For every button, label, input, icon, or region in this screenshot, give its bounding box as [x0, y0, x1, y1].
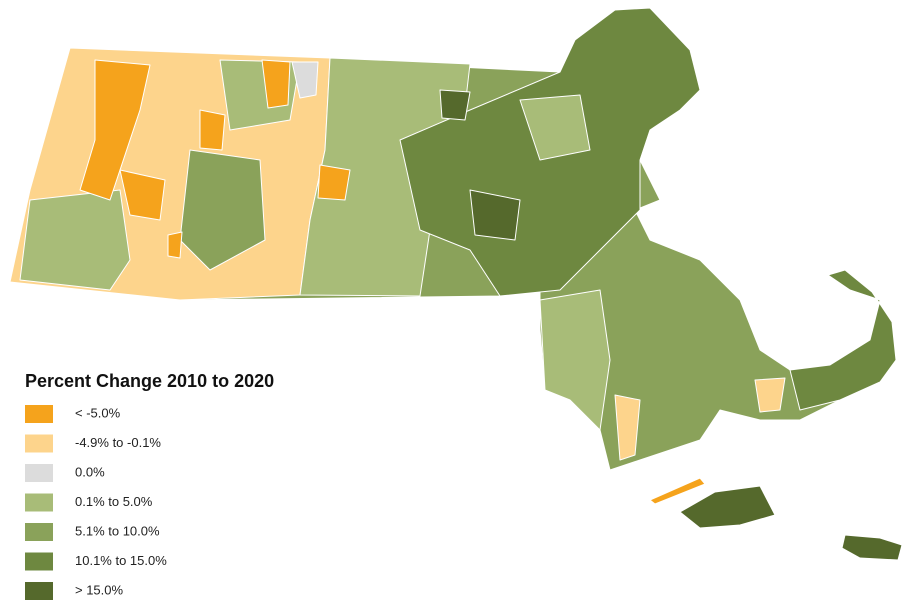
legend-swatch [25, 493, 53, 512]
legend-label: 5.1% to 10.0% [75, 523, 160, 538]
eastern-patch [469, 189, 521, 241]
southeast-patch [614, 394, 641, 461]
orange-patch [317, 164, 351, 201]
eastern-patch [519, 94, 591, 161]
orange-patch [167, 231, 183, 259]
orange-patch [199, 109, 226, 151]
marthas-vineyard [679, 485, 776, 529]
legend-label: 0.1% to 5.0% [75, 494, 153, 509]
legend: < -5.0% -4.9% to -0.1% 0.0% 0.1% to 5.0% 5.1… [25, 405, 167, 600]
legend-swatch [25, 434, 53, 453]
legend-label: < -5.0% [75, 405, 121, 420]
legend-title: Percent Change 2010 to 2020 [25, 371, 274, 391]
legend-swatch [25, 464, 53, 482]
legend-label: 10.1% to 15.0% [75, 553, 167, 568]
legend-label: -4.9% to -0.1% [75, 435, 161, 450]
orange-patch [119, 169, 166, 221]
western-patch [179, 149, 266, 271]
state-map [9, 7, 903, 561]
legend-label: > 15.0% [75, 582, 124, 597]
western-patch [19, 189, 131, 291]
legend-swatch [25, 582, 53, 600]
southeast-region [539, 289, 611, 431]
nantucket [841, 534, 903, 561]
legend-label: 0.0% [75, 464, 105, 479]
eastern-patch [439, 89, 471, 121]
legend-swatch [25, 552, 53, 571]
orange-patch [79, 59, 151, 201]
elizabeth-islands [649, 477, 706, 505]
legend-swatch [25, 405, 53, 423]
cape-region [789, 269, 897, 411]
orange-patch [261, 59, 291, 109]
legend-swatch [25, 523, 53, 541]
gray-patch [291, 61, 319, 99]
southeast-patch [754, 377, 786, 413]
